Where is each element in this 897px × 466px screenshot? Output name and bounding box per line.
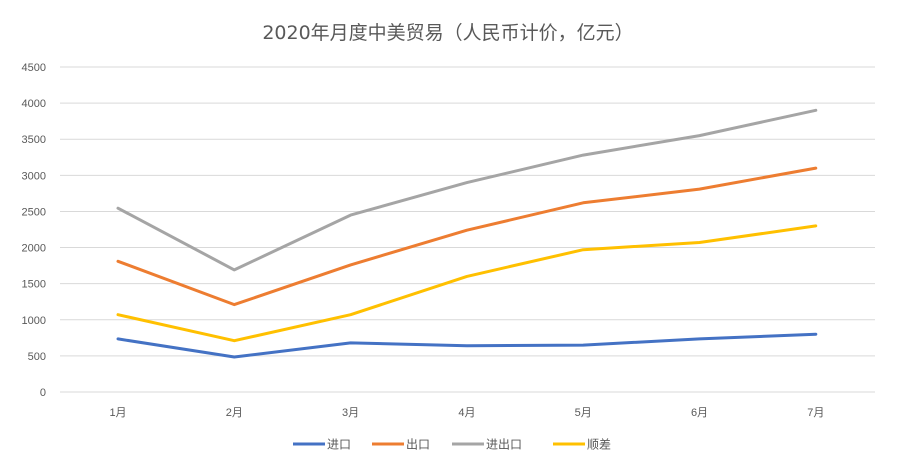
y-axis-ticks: 0 500 1000 1500 2000 2500 3000 3500 4000 4500 <box>22 62 46 399</box>
x-tick-label: 4月 <box>458 407 475 419</box>
legend: 进口 出口 进出口 顺差 <box>293 438 611 452</box>
legend-item: 出口 <box>372 438 430 452</box>
series-line-0 <box>116 332 818 359</box>
legend-label: 进口 <box>327 438 351 452</box>
y-tick-label: 4000 <box>22 98 46 110</box>
legend-label: 进出口 <box>486 438 522 452</box>
y-tick-label: 1500 <box>22 279 46 291</box>
y-tick-label: 2000 <box>22 243 46 255</box>
legend-label: 出口 <box>406 438 430 452</box>
legend-label: 顺差 <box>587 438 611 452</box>
y-tick-label: 0 <box>40 387 46 399</box>
series-line-2 <box>116 108 818 272</box>
x-tick-label: 1月 <box>109 407 126 419</box>
legend-item: 顺差 <box>553 438 611 452</box>
y-tick-label: 3500 <box>22 134 46 146</box>
gridlines <box>60 66 875 393</box>
y-tick-label: 2500 <box>22 206 46 218</box>
series-line-1 <box>116 166 818 307</box>
y-tick-label: 3000 <box>22 170 46 182</box>
x-axis-ticks: 1月 2月 3月 4月 5月 6月 7月 <box>109 407 824 419</box>
legend-item: 进出口 <box>452 438 522 452</box>
chart-title: 2020年月度中美贸易（人民币计价，亿元） <box>262 22 633 44</box>
y-tick-label: 4500 <box>22 62 46 74</box>
y-tick-label: 1000 <box>22 315 46 327</box>
y-tick-label: 500 <box>28 351 46 363</box>
x-tick-label: 7月 <box>807 407 824 419</box>
series-lines <box>116 108 818 359</box>
x-tick-label: 6月 <box>691 407 708 419</box>
x-tick-label: 5月 <box>575 407 592 419</box>
x-tick-label: 3月 <box>342 407 359 419</box>
legend-item: 进口 <box>293 438 351 452</box>
x-tick-label: 2月 <box>226 407 243 419</box>
